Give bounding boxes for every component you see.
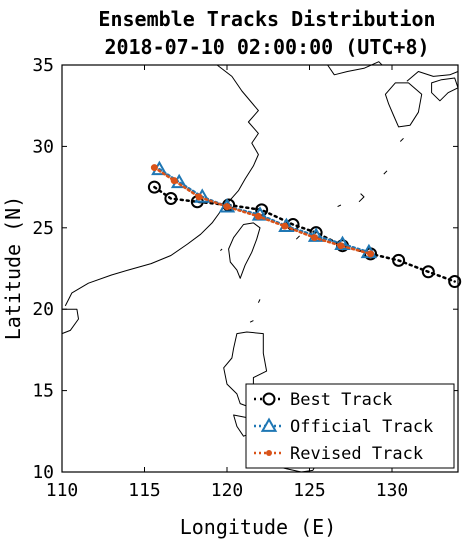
data-point (337, 242, 345, 250)
series-revised-track (150, 164, 375, 258)
data-point (448, 275, 462, 289)
ryukyu-islet (295, 235, 300, 240)
legend-marker (262, 392, 276, 406)
data-point (195, 193, 203, 201)
ryukyu-islet (383, 170, 388, 175)
data-point (164, 191, 178, 205)
x-tick-label: 120 (211, 480, 244, 501)
y-tick-label: 25 (32, 218, 54, 239)
data-point (310, 234, 318, 242)
kyushu-island (384, 82, 423, 128)
data-point (150, 164, 158, 172)
data-point (223, 203, 231, 211)
babuyan-islet (249, 320, 254, 323)
legend-marker (266, 450, 272, 456)
data-point (392, 253, 406, 267)
shikoku-island (431, 77, 459, 102)
x-tick-label: 115 (128, 480, 161, 501)
data-point (254, 212, 262, 220)
batanes-islet (257, 299, 261, 303)
chart-title: Ensemble Tracks Distribution (98, 7, 435, 31)
honshu-coastline (406, 71, 459, 82)
data-point (147, 180, 161, 194)
legend-item: Revised Track (254, 444, 423, 464)
ryukyu-islet (337, 204, 342, 208)
axes: 110 115 120 125 130 10 15 20 25 30 35 (32, 55, 459, 501)
data-point (170, 177, 178, 185)
legend-label: Revised Track (290, 444, 423, 464)
plot-frame (61, 64, 459, 473)
y-tick-label: 10 (32, 462, 54, 483)
data-point (281, 222, 289, 230)
coastal-islet (220, 248, 223, 251)
x-tick-label: 125 (293, 480, 326, 501)
chart-subtitle: 2018-07-10 02:00:00 (UTC+8) (104, 35, 429, 59)
y-tick-label: 15 (32, 381, 54, 402)
y-axis-label: Latitude (N) (1, 196, 25, 341)
taiwan-island (228, 222, 261, 279)
y-tick-label: 30 (32, 136, 54, 157)
series-layer (147, 160, 462, 289)
y-tick-label: 20 (32, 299, 54, 320)
legend: Best Track Official Track Revised Track (245, 383, 455, 469)
x-tick-label: 130 (376, 480, 409, 501)
korea-coastline (327, 61, 383, 76)
ryukyu-islet (399, 137, 404, 142)
x-axis-label: Longitude (E) (180, 515, 337, 539)
legend-label: Best Track (290, 390, 392, 410)
legend-item: Best Track (254, 390, 392, 410)
legend-marker (260, 417, 278, 432)
y-tick-label: 35 (32, 55, 54, 76)
x-tick-label: 110 (46, 480, 79, 501)
legend-label: Official Track (290, 417, 433, 437)
legend-item: Official Track (254, 417, 433, 437)
ryukyu-islet (358, 193, 365, 203)
data-point (421, 265, 435, 279)
data-point (367, 250, 375, 258)
